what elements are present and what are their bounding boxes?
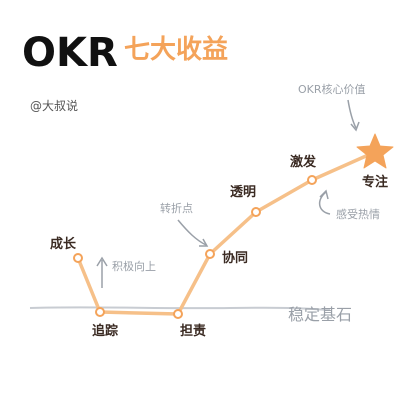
stage-label-transparency: 透明 [230, 185, 256, 200]
annotation-feel-passion: 感受热情 [336, 208, 380, 221]
baseline-label: 稳定基石 [288, 305, 352, 324]
core-value-arrowhead [350, 121, 360, 132]
turning-point-arrowhead [199, 238, 209, 247]
node-transparency [251, 207, 261, 217]
author-handle: @大叔说 [30, 98, 78, 113]
stage-label-collaboration: 协同 [222, 250, 248, 266]
stage-label-motivation: 激发 [290, 154, 317, 170]
node-motivation [307, 175, 317, 185]
stage-label-tracking: 追踪 [92, 323, 118, 339]
growth-curve [76, 150, 377, 316]
node-collaboration [205, 249, 215, 259]
node-growth [73, 253, 83, 263]
turning-point-arrow [177, 219, 207, 246]
node-tracking [95, 307, 105, 317]
baseline [29, 306, 331, 311]
annotation-positive-upward: 积极向上 [112, 259, 156, 273]
stage-label-focus: 专注 [362, 174, 388, 190]
stage-label-accountability: 担责 [180, 323, 206, 339]
core-value-arrow [347, 99, 357, 129]
annotation-core-value: OKR核心价值 [298, 82, 366, 96]
annotation-turning-point: 转折点 [160, 201, 193, 215]
title-subtitle: 七大收益 [124, 35, 228, 65]
title-okr: OKR [22, 30, 118, 76]
feel-passion-arrowhead [319, 189, 329, 200]
stage-label-growth: 成长 [50, 236, 77, 252]
node-accountability [173, 309, 183, 319]
positive-upward-arrowhead [96, 256, 108, 267]
star-icon [356, 133, 394, 169]
